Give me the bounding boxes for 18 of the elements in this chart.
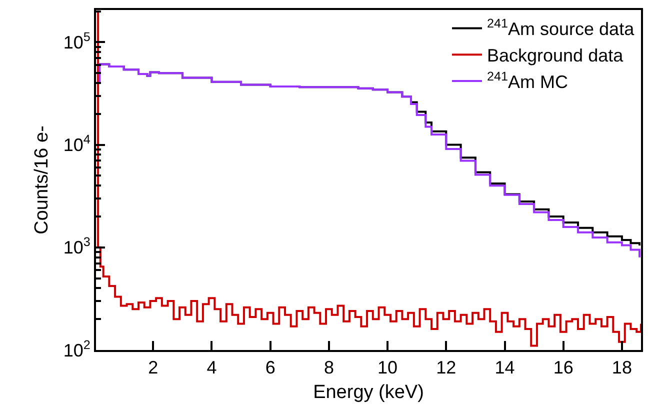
y-tick-label: 10$^{4}$	[63, 132, 90, 156]
x-tick-label: 2	[148, 358, 158, 378]
legend-label: $^{241}$Am source data	[487, 16, 636, 40]
x-tick-label: 10	[378, 358, 398, 378]
x-tick-label: 18	[612, 358, 632, 378]
x-tick-label: 8	[324, 358, 334, 378]
legend-label: Background data	[487, 46, 624, 66]
legend-label: $^{241}$Am MC	[487, 69, 568, 92]
y-tick-label: 10$^{3}$	[63, 235, 90, 258]
y-tick-label: 10$^{2}$	[63, 338, 90, 360]
x-axis-title: Energy (keV)	[313, 382, 424, 403]
x-tick-label: 6	[265, 358, 276, 378]
y-tick-label: 10$^{5}$	[63, 30, 90, 52]
x-tick-label: 12	[436, 358, 456, 378]
x-tick-label: 4	[206, 358, 217, 378]
y-axis-title: Counts/16 e-	[32, 126, 53, 234]
x-tick-label: 16	[553, 358, 574, 378]
x-tick-label: 14	[494, 358, 515, 378]
